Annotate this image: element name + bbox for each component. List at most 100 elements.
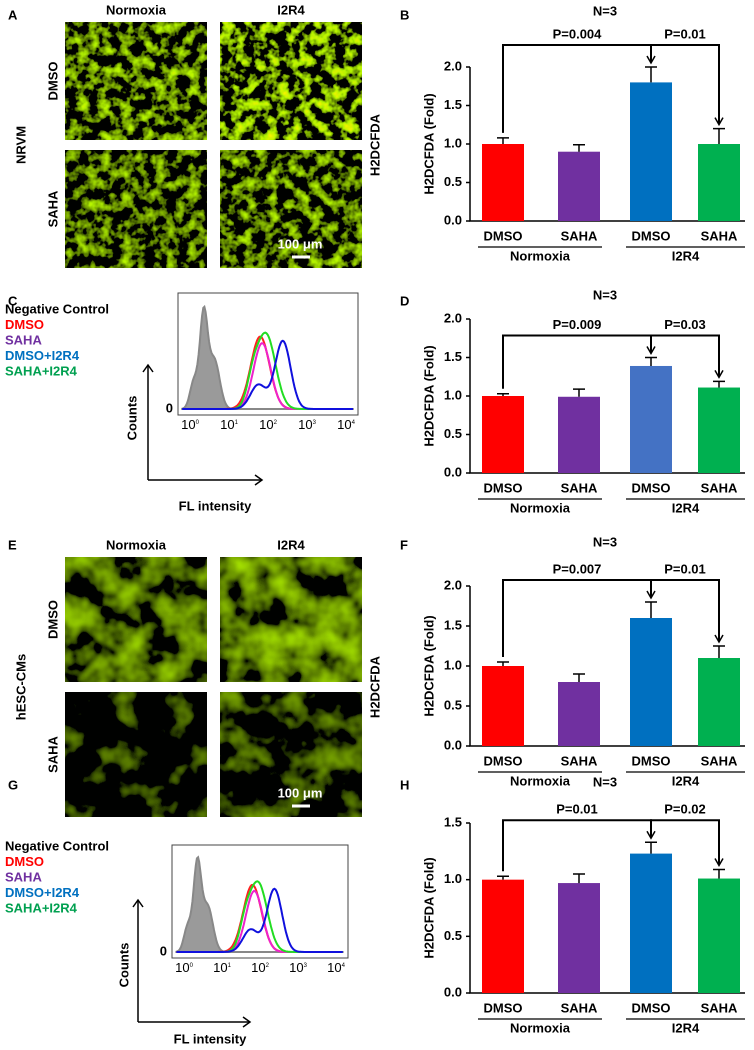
p-value: P=0.01 <box>664 26 706 41</box>
x-tick-label: DMSO <box>484 753 523 768</box>
x-tick-label: DMSO <box>484 480 523 495</box>
chart-title: N=3 <box>593 287 617 302</box>
bracket-arrow <box>714 369 724 379</box>
x-tick-label: SAHA <box>561 480 598 495</box>
bar <box>698 878 740 993</box>
y-tick-label: 1.5 <box>444 617 462 632</box>
bar <box>482 666 524 746</box>
bar <box>698 387 740 473</box>
y-axis-label: H2DCFDA (Fold) <box>421 93 436 194</box>
group-label: Normoxia <box>510 773 571 788</box>
bracket-arrow <box>646 55 656 65</box>
cell-type-label: NRVM <box>13 126 28 164</box>
histogram-curve <box>176 887 343 953</box>
significance-bracket <box>502 579 652 657</box>
bar <box>630 365 672 473</box>
significance-bracket <box>650 334 720 377</box>
error-bar <box>645 356 657 366</box>
axis-label: FL intensity <box>174 1031 247 1046</box>
x-tick-label: 102 <box>251 960 269 975</box>
panel-label: A <box>8 7 18 22</box>
error-bar <box>713 380 725 388</box>
x-tick-label: 101 <box>213 960 231 975</box>
micrograph-texture <box>65 692 207 817</box>
legend-entry: DMSO <box>5 317 44 332</box>
arrow-head <box>142 363 264 486</box>
x-tick-label: DMSO <box>484 228 523 243</box>
column-header: Normoxia <box>106 537 167 552</box>
cell-type-label: hESC-CMs <box>13 654 28 720</box>
y-tick-label: 0.5 <box>444 426 462 441</box>
error-bar <box>497 875 509 880</box>
micrograph-texture <box>220 150 362 268</box>
x-tick-label: SAHA <box>701 753 738 768</box>
legend-entry: SAHA+I2R4 <box>5 900 78 915</box>
panel-label: E <box>8 537 17 552</box>
y-tick-label: 1.5 <box>444 97 462 112</box>
x-tick-label: 100 <box>175 960 193 975</box>
significance-bracket <box>650 44 720 124</box>
y-tick-label: 1.0 <box>444 871 462 886</box>
micrograph-texture <box>65 557 207 682</box>
p-value: P=0.03 <box>664 317 706 332</box>
x-tick-label: SAHA <box>701 1000 738 1015</box>
bar <box>698 144 740 221</box>
axis-label: FL intensity <box>179 498 252 513</box>
bracket-arrow <box>714 634 724 644</box>
y-tick-label: 0.5 <box>444 928 462 943</box>
axis-label: Counts <box>124 396 139 441</box>
micrograph-texture <box>220 22 362 140</box>
x-tick-label: 103 <box>298 417 316 432</box>
panel-label: D <box>400 293 409 308</box>
y-tick-label: 0.5 <box>444 697 462 712</box>
x-tick-label: 104 <box>327 960 345 975</box>
y-tick-label: 1.0 <box>444 657 462 672</box>
chart-title: N=3 <box>593 3 617 18</box>
error-bar <box>497 661 509 666</box>
group-label: Normoxia <box>510 1020 571 1035</box>
stain-label: H2DCFDA <box>367 113 382 176</box>
y-tick-label: 0 <box>160 943 167 958</box>
y-axis-label: H2DCFDA (Fold) <box>421 615 436 716</box>
error-bar <box>713 868 725 879</box>
x-tick-label: 101 <box>220 417 238 432</box>
error-bar <box>645 66 657 83</box>
error-bar <box>713 645 725 658</box>
stain-label: H2DCFDA <box>367 655 382 718</box>
y-tick-label: 2.0 <box>444 310 462 325</box>
scale-bar-label: 100 μm <box>278 785 323 800</box>
bar <box>482 879 524 993</box>
x-tick-label: DMSO <box>632 228 671 243</box>
axis-arrow <box>137 900 250 1023</box>
y-tick-label: 0.0 <box>444 212 462 227</box>
bracket-arrow <box>714 858 724 867</box>
bar <box>558 682 600 746</box>
column-header: Normoxia <box>106 2 167 17</box>
bar <box>558 396 600 473</box>
chart-title: N=3 <box>593 534 617 549</box>
x-tick-label: SAHA <box>561 228 598 243</box>
bracket-arrow <box>646 590 656 600</box>
group-label: I2R4 <box>672 500 700 515</box>
error-bar <box>573 388 585 397</box>
bar <box>630 618 672 746</box>
histogram-curve <box>182 339 353 410</box>
x-tick-label: SAHA <box>701 228 738 243</box>
arrow-head <box>132 898 252 1028</box>
y-tick-label: 2.0 <box>444 577 462 592</box>
micrograph-texture <box>220 557 362 682</box>
chart-title: N=3 <box>593 774 617 789</box>
legend-entry: Negative Control <box>5 301 109 316</box>
column-header: I2R4 <box>277 537 305 552</box>
bar <box>482 396 524 473</box>
y-axis-label: H2DCFDA (Fold) <box>421 857 436 958</box>
y-tick-label: 1.0 <box>444 135 462 150</box>
y-axis-label: H2DCFDA (Fold) <box>421 345 436 446</box>
x-tick-label: DMSO <box>484 1000 523 1015</box>
error-bar <box>645 841 657 854</box>
error-bar <box>497 137 509 144</box>
error-bar <box>573 673 585 682</box>
micrograph-texture <box>65 150 207 268</box>
axis-arrow <box>147 365 262 481</box>
y-tick-label: 0.0 <box>444 464 462 479</box>
